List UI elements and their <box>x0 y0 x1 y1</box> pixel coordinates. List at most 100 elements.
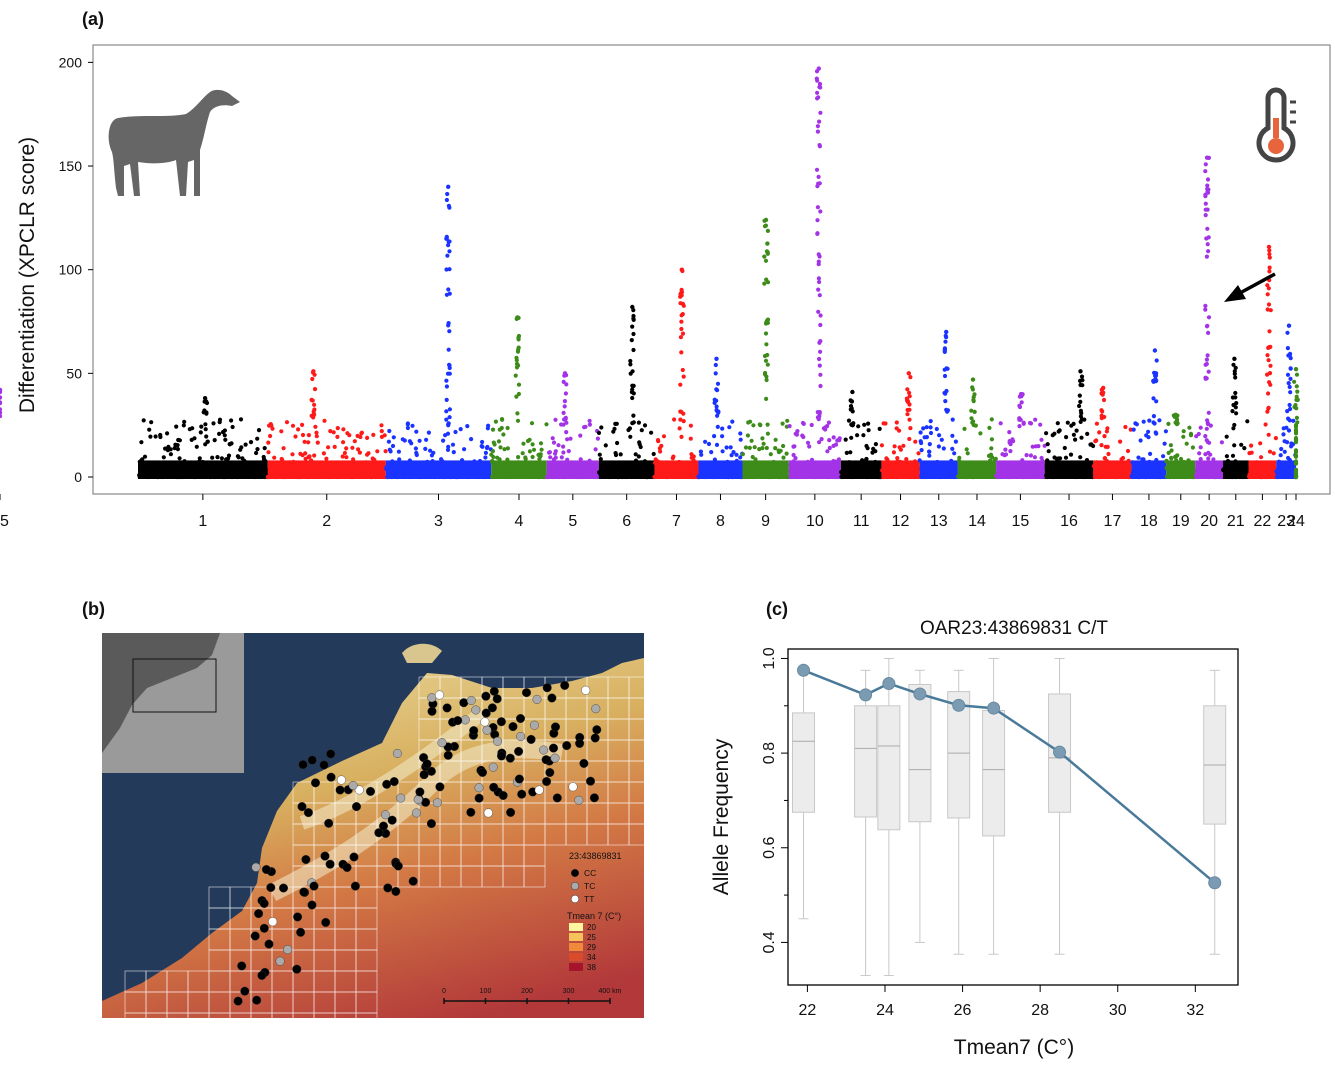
chromosome-21-points <box>1221 356 1251 480</box>
temp-swatch-34 <box>569 953 583 961</box>
chromosome-label-5: 5 <box>568 513 577 530</box>
temp-swatch-38 <box>569 963 583 971</box>
legend-swatch-TC <box>570 881 580 891</box>
plot-frame <box>92 44 1331 495</box>
chromosome-label-19: 19 <box>1172 513 1190 530</box>
scale-label: 100 <box>480 988 492 995</box>
legend-label-TC: TC <box>584 881 595 891</box>
y-tick-label: 0.8 <box>761 742 778 764</box>
chromosome-25-points <box>0 387 3 419</box>
chromosome-label-2: 2 <box>322 513 331 530</box>
boxplot <box>947 669 971 955</box>
x-tick-label: 30 <box>1109 1002 1127 1019</box>
chromosome-label-7: 7 <box>672 513 681 530</box>
chromosome-label-23: 23 <box>1277 513 1295 530</box>
y-tick-label: 150 <box>59 158 83 174</box>
temp-label-29: 29 <box>587 943 596 952</box>
axes: 22 24 26 28 30 32 0.4 0.6 0.8 1.0 <box>761 647 1204 1019</box>
chromosome-label-17: 17 <box>1104 513 1122 530</box>
y-tick-label: 0.6 <box>761 837 778 859</box>
chromosome-label-3: 3 <box>434 513 443 530</box>
chromosome-5-points <box>544 371 601 480</box>
scale-label: 300 <box>563 988 575 995</box>
scale-bar: 0 100 200 300 400 km <box>442 988 622 1004</box>
chromosome-11-points <box>839 389 884 480</box>
chromosome-14-points <box>956 377 998 480</box>
chromosome-9-points <box>740 217 791 480</box>
x-tick-label: 26 <box>954 1002 972 1019</box>
chromosome-16-points <box>1044 369 1096 480</box>
y-axis-label: Allele Frequency <box>710 738 733 895</box>
legend-label-TT: TT <box>584 894 594 904</box>
temp-label-38: 38 <box>587 963 596 972</box>
y-tick-label: 50 <box>66 365 82 381</box>
chromosome-1-points <box>137 396 270 480</box>
chromosome-22-points <box>1247 244 1278 480</box>
x-tick-label: 24 <box>876 1002 894 1019</box>
chromosome-label-25: 25 <box>0 513 9 530</box>
plot-frame <box>787 648 1239 986</box>
frequency-point <box>952 698 966 712</box>
temp-label-34: 34 <box>587 953 596 962</box>
chromosome-2-points <box>265 369 388 480</box>
frequency-point <box>913 687 927 701</box>
chromosome-label-10: 10 <box>806 513 824 530</box>
temp-swatch-20 <box>569 923 583 931</box>
y-tick-label: 1.0 <box>761 647 778 669</box>
chromosome-label-8: 8 <box>716 513 725 530</box>
peak-arrow <box>1224 272 1276 302</box>
chromosome-label-1: 1 <box>198 513 207 530</box>
x-tick-label: 32 <box>1186 1002 1204 1019</box>
chromosome-label-20: 20 <box>1200 513 1218 530</box>
chromosome-label-13: 13 <box>930 513 948 530</box>
legend-swatch-TT <box>570 894 580 904</box>
panel-label-c: (c) <box>766 599 788 619</box>
chromosome-24-points <box>1292 367 1300 480</box>
inset-extent-box <box>132 658 217 713</box>
chromosome-6-points <box>596 304 656 480</box>
chromosome-label-12: 12 <box>892 513 910 530</box>
frequency-point <box>859 688 873 702</box>
frequency-point <box>882 677 896 691</box>
chromosome-3-points <box>384 184 493 480</box>
chart-title: OAR23:43869831 C/T <box>920 618 1108 639</box>
frequency-point <box>1208 876 1222 890</box>
panel-label-a: (a) <box>82 9 104 29</box>
map-svg: 23:43869831 CC TC TT Tmean 7 (C°) 2025293438… <box>102 633 644 1018</box>
chromosome-15-points <box>994 391 1047 480</box>
allele-frequency-plot: OAR23:43869831 C/T 22 24 26 28 30 32 0.4 0.6 0.8… <box>710 618 1239 1059</box>
thermometer-icon <box>1256 87 1296 163</box>
scale-label: 200 <box>521 988 533 995</box>
chromosome-10-points <box>787 66 842 480</box>
x-axis: 1234567891011121314151617181920212223242… <box>0 494 1305 530</box>
boxplot <box>792 672 816 920</box>
frequency-points <box>797 663 1222 890</box>
legend-swatch-CC <box>570 868 580 878</box>
y-axis-label: Differentiation (XPCLR score) <box>16 137 39 413</box>
temp-label-25: 25 <box>587 933 596 942</box>
temperature-legend-title: Tmean 7 (C°) <box>567 911 621 921</box>
chromosome-label-22: 22 <box>1254 513 1272 530</box>
temp-swatch-25 <box>569 933 583 941</box>
chromosome-17-points <box>1091 385 1133 480</box>
temp-swatch-29 <box>569 943 583 951</box>
chromosome-label-21: 21 <box>1227 513 1245 530</box>
frequency-point <box>1053 745 1067 759</box>
chromosome-label-18: 18 <box>1140 513 1158 530</box>
x-axis-label: Tmean7 (C°) <box>954 1036 1074 1059</box>
frequency-point <box>797 663 811 677</box>
chromosome-label-14: 14 <box>968 513 986 530</box>
chromosome-20-points <box>1194 155 1226 480</box>
panel-label-b: (b) <box>82 599 105 619</box>
boxplot <box>877 657 901 977</box>
chromosome-7-points <box>652 267 701 480</box>
sheep-icon <box>108 89 240 196</box>
genotype-map: 23:43869831 CC TC TT Tmean 7 (C°) 20 25 29 34 38… <box>102 633 644 1018</box>
y-tick-label: 0.4 <box>761 931 778 953</box>
chromosome-4-points <box>489 315 549 480</box>
y-tick-label: 0 <box>74 469 82 485</box>
y-tick-label: 100 <box>59 262 83 278</box>
legend-label-CC: CC <box>584 868 596 878</box>
